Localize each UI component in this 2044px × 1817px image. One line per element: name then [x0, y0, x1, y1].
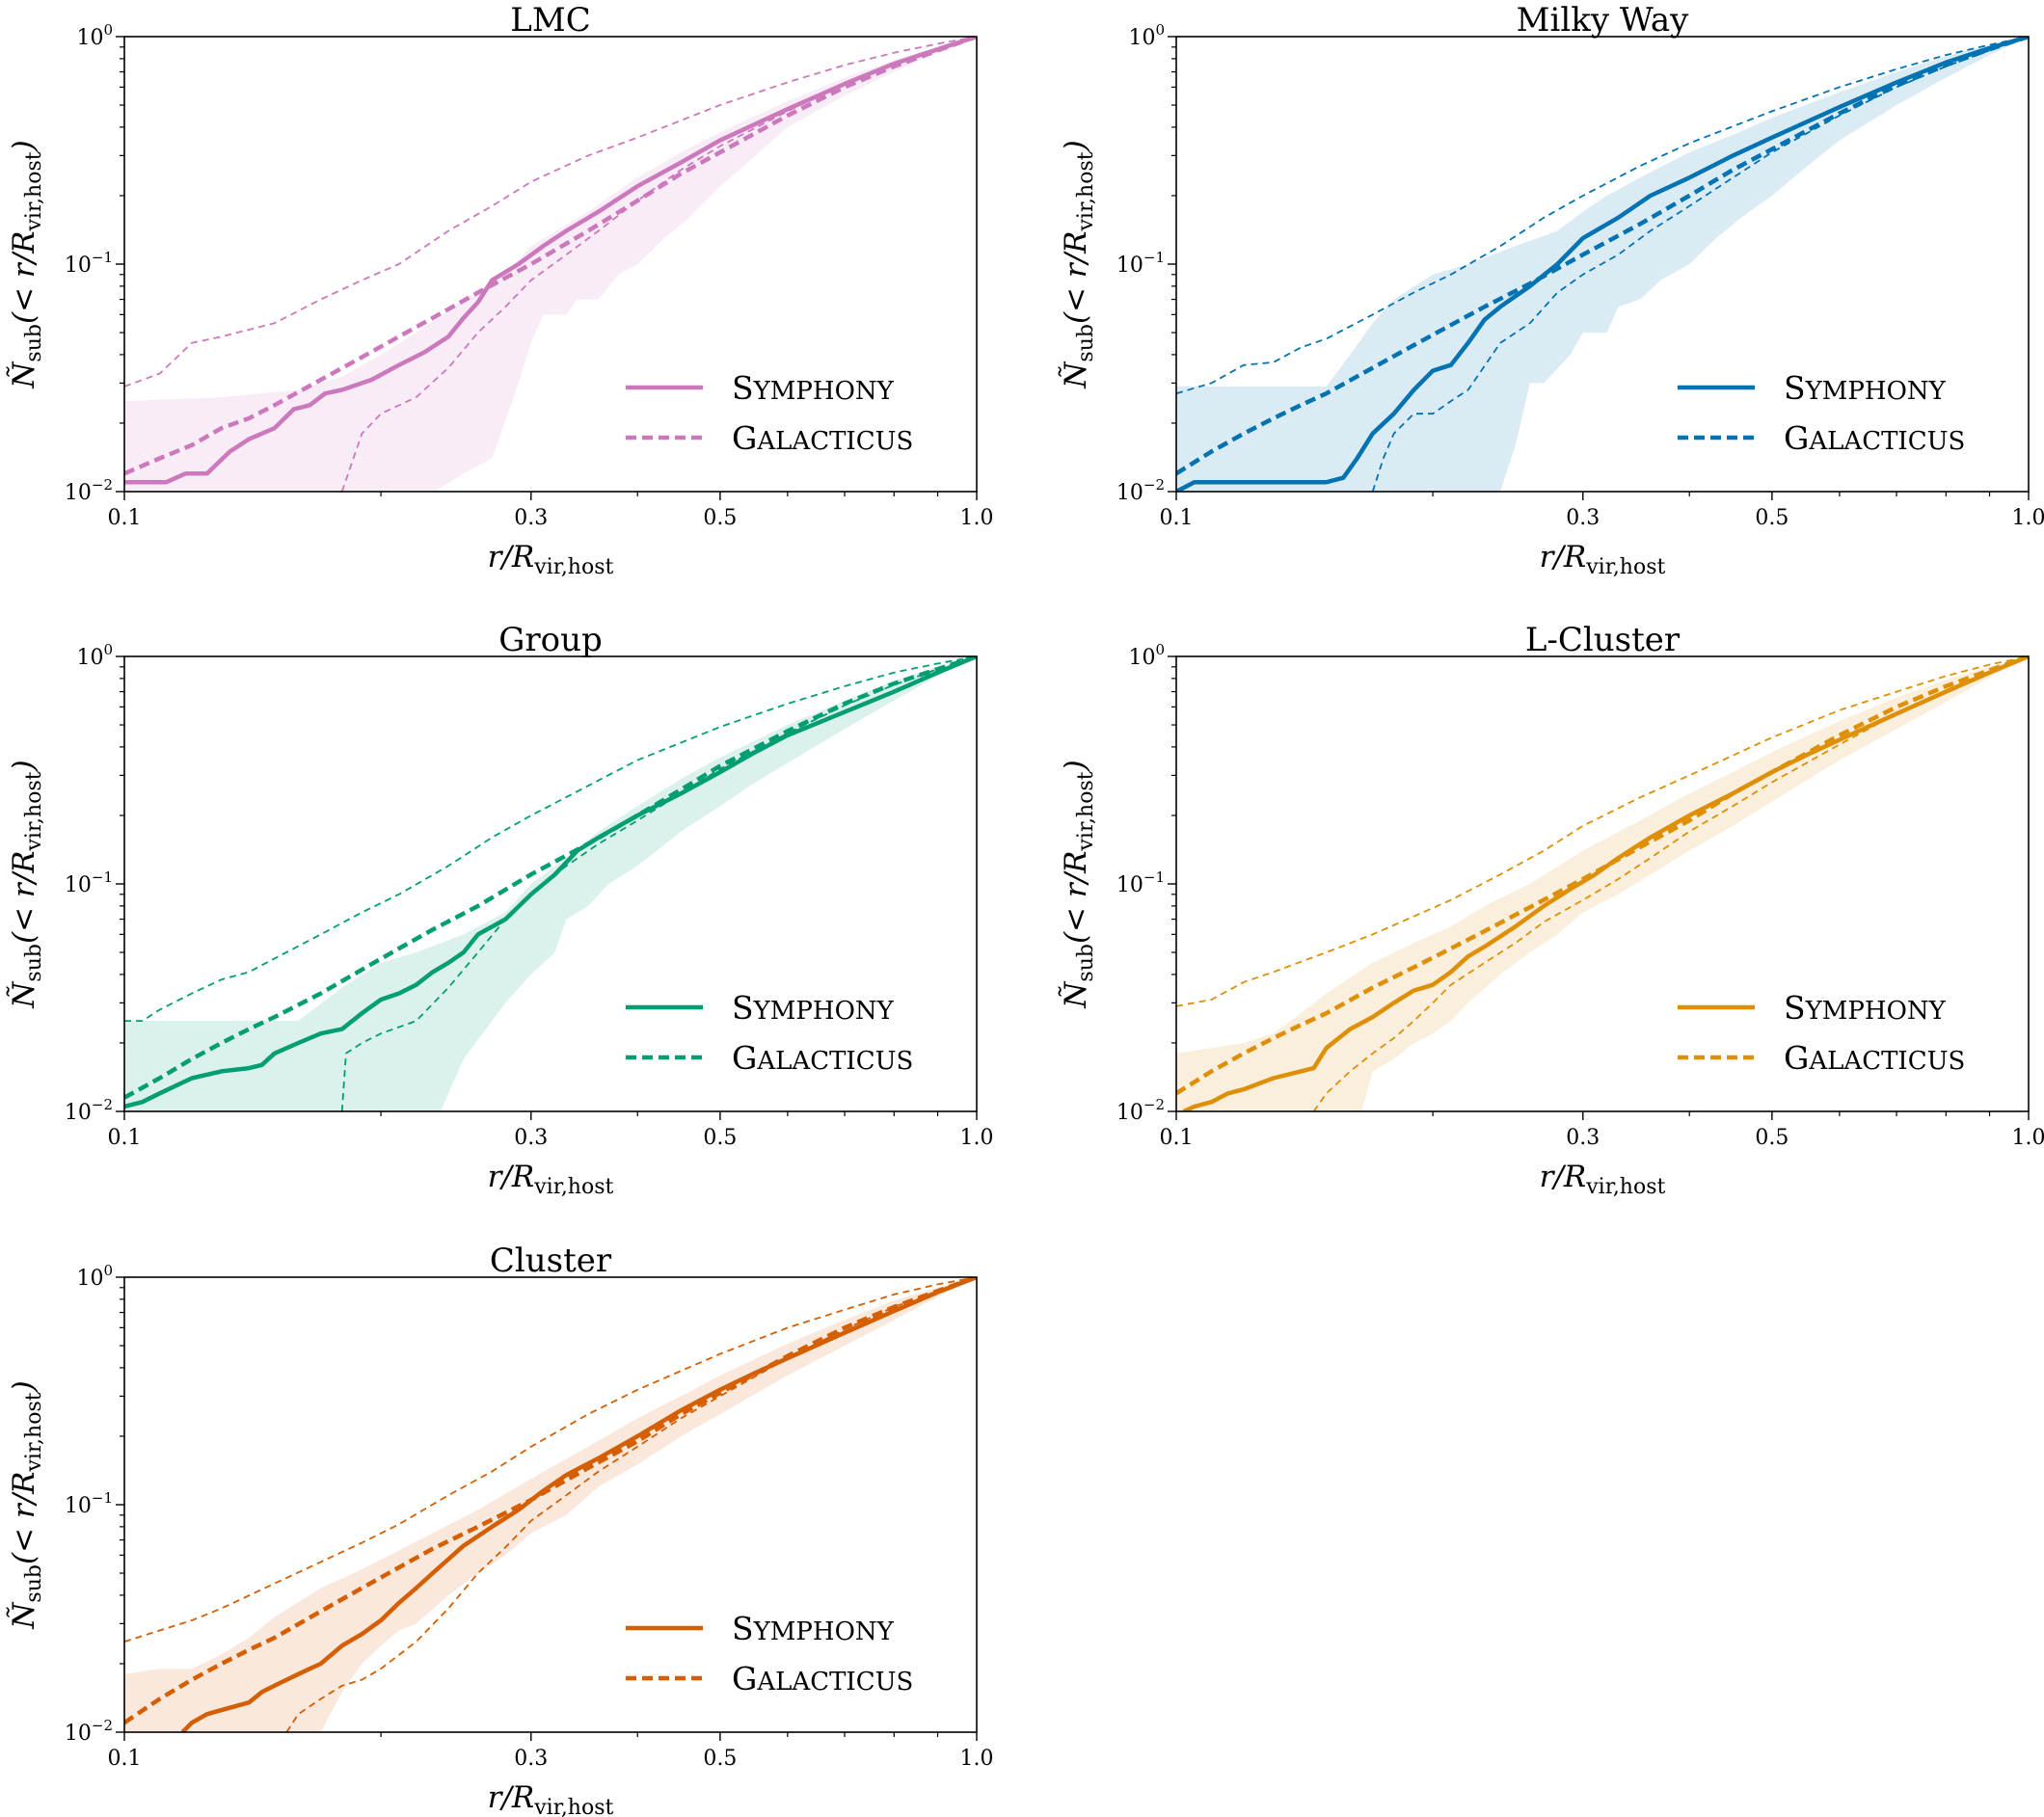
panel-l-cluster: 0.1 0.3 0.5 1.0 10−2 10−1 100 L-Cluster r/Rvir,h…: [1057, 621, 2044, 1199]
x-tick-label: 0.3: [514, 1747, 548, 1771]
y-axis-label: Ñsub(< r/Rvir,host): [5, 140, 46, 388]
x-tick-label: 0.5: [703, 1747, 737, 1771]
x-tick-label: 0.5: [703, 506, 737, 530]
y-axis-label: Ñsub(< r/Rvir,host): [5, 760, 46, 1008]
y-tick-label: 10−1: [65, 249, 113, 278]
panel-group: 0.1 0.3 0.5 1.0 10−2 10−1 100 Group r/Rvir,host Ñ…: [5, 621, 994, 1199]
x-tick-label: 1.0: [960, 1747, 994, 1771]
symphony-percentile-band: [124, 656, 977, 1111]
x-tick-label: 0.5: [1755, 506, 1788, 530]
plot-area: [124, 37, 977, 492]
y-tick-label: 100: [76, 641, 113, 670]
series-symphony-median: [1176, 37, 2029, 492]
legend-galacticus-label: GALACTICUS: [1784, 419, 1965, 457]
series-galacticus-median: [1176, 656, 2029, 1096]
series-galacticus-median: [124, 37, 977, 476]
x-tick-label: 0.1: [108, 506, 142, 530]
legend-symphony-label: SYMPHONY: [732, 1610, 895, 1647]
panel-title: Cluster: [490, 1242, 612, 1280]
x-tick-label: 0.5: [1755, 1126, 1788, 1150]
panel-milky-way: 0.1 0.3 0.5 1.0 10−2 10−1 100 Milky Way r/Rvir,h…: [1057, 1, 2044, 579]
y-tick-label: 100: [76, 21, 113, 50]
legend: SYMPHONY GALACTICUS: [626, 989, 913, 1077]
y-tick-label: 10−1: [1116, 249, 1165, 278]
y-axis-label: Ñsub(< r/Rvir,host): [5, 1380, 46, 1629]
legend-galacticus-label: GALACTICUS: [732, 1039, 913, 1077]
plot-area: [1176, 37, 2029, 492]
x-tick-label: 0.1: [1160, 1126, 1194, 1150]
x-axis-label: r/Rvir,host: [488, 1160, 614, 1199]
legend-symphony-label: SYMPHONY: [1784, 369, 1947, 407]
series-symphony-median: [124, 37, 977, 485]
x-axis-label: r/Rvir,host: [488, 1780, 614, 1817]
panels: 0.1 0.3 0.5 1.0 10−2 10−1 100 LMC r/Rvir,host Ñsu…: [5, 1, 2044, 1817]
x-tick-label: 0.1: [108, 1747, 142, 1771]
x-tick-label: 0.1: [108, 1126, 142, 1150]
symphony-percentile-band: [1176, 656, 2029, 1111]
legend-galacticus-label: GALACTICUS: [732, 419, 913, 457]
y-tick-label: 10−1: [65, 1489, 113, 1518]
series-symphony-median: [124, 656, 977, 1109]
series-galacticus-84th-percentile: [124, 656, 977, 1022]
y-tick-label: 100: [76, 1262, 113, 1291]
series-galacticus-16th-percentile: [340, 37, 977, 492]
x-tick-label: 0.3: [1566, 506, 1600, 530]
y-tick-label: 10−1: [1116, 868, 1165, 897]
x-tick-label: 1.0: [2012, 506, 2044, 530]
legend-symphony-label: SYMPHONY: [732, 989, 895, 1027]
legend-galacticus-label: GALACTICUS: [732, 1660, 913, 1697]
y-tick-label: 10−1: [65, 868, 113, 897]
plot-area: [124, 656, 977, 1111]
x-tick-label: 0.3: [1566, 1126, 1600, 1150]
legend: SYMPHONY GALACTICUS: [626, 369, 913, 457]
plot-area: [1176, 656, 2029, 1111]
y-axis-label: Ñsub(< r/Rvir,host): [1057, 760, 1098, 1008]
legend: SYMPHONY GALACTICUS: [626, 1610, 913, 1697]
x-tick-label: 1.0: [960, 1126, 994, 1150]
series-galacticus-16th-percentile: [340, 656, 977, 1111]
panel-cluster: 0.1 0.3 0.5 1.0 10−2 10−1 100 Cluster r/Rvir,hos…: [5, 1242, 994, 1817]
x-tick-label: 0.5: [703, 1126, 737, 1150]
legend-symphony-label: SYMPHONY: [732, 369, 895, 407]
panel-title: Milky Way: [1517, 1, 1689, 40]
series-galacticus-median: [1176, 37, 2029, 476]
symphony-percentile-band: [124, 37, 977, 492]
panel-title: Group: [498, 621, 603, 659]
y-axis-label: Ñsub(< r/Rvir,host): [1057, 140, 1098, 388]
series-galacticus-84th-percentile: [1176, 656, 2029, 1007]
symphony-percentile-band: [124, 1277, 977, 1732]
legend-symphony-label: SYMPHONY: [1784, 989, 1947, 1027]
x-axis-label: r/Rvir,host: [1540, 1160, 1666, 1199]
series-galacticus-16th-percentile: [1312, 656, 2029, 1111]
series-galacticus-16th-percentile: [285, 1277, 977, 1732]
x-tick-label: 0.1: [1160, 506, 1194, 530]
panel-title: LMC: [510, 1, 590, 40]
y-tick-label: 10−2: [1116, 1096, 1165, 1125]
x-tick-label: 1.0: [2012, 1126, 2044, 1150]
x-tick-label: 0.3: [514, 1126, 548, 1150]
y-tick-label: 10−2: [1116, 476, 1165, 505]
y-tick-label: 100: [1128, 641, 1165, 670]
legend: SYMPHONY GALACTICUS: [1678, 989, 1965, 1077]
plot-area: [124, 1277, 977, 1732]
series-galacticus-median: [124, 656, 977, 1100]
series-galacticus-84th-percentile: [1176, 37, 2029, 395]
panel-lmc: 0.1 0.3 0.5 1.0 10−2 10−1 100 LMC r/Rvir,host Ñsu…: [5, 1, 994, 579]
x-tick-label: 1.0: [960, 506, 994, 530]
y-tick-label: 10−2: [65, 1717, 113, 1746]
y-tick-label: 10−2: [65, 476, 113, 505]
series-galacticus-84th-percentile: [124, 1277, 977, 1643]
x-axis-label: r/Rvir,host: [488, 540, 614, 579]
series-galacticus-16th-percentile: [1371, 37, 2029, 492]
legend-galacticus-label: GALACTICUS: [1784, 1039, 1965, 1077]
y-tick-label: 100: [1128, 21, 1165, 50]
x-axis-label: r/Rvir,host: [1540, 540, 1666, 579]
legend: SYMPHONY GALACTICUS: [1678, 369, 1965, 457]
x-tick-label: 0.3: [514, 506, 548, 530]
y-tick-label: 10−2: [65, 1096, 113, 1125]
panel-title: L-Cluster: [1525, 621, 1681, 659]
series-galacticus-median: [124, 1277, 977, 1725]
